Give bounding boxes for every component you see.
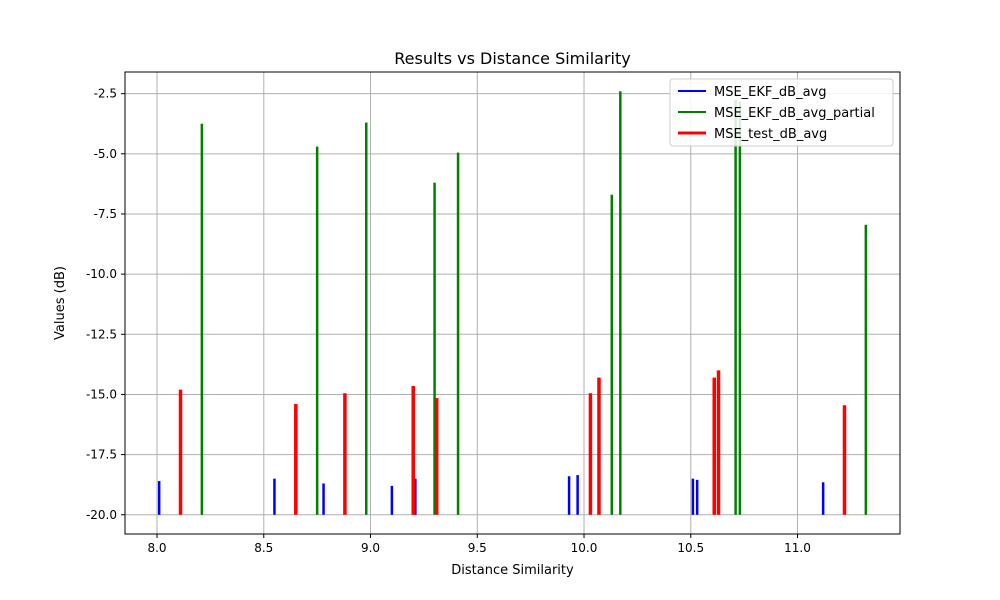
bar-mse-test-db-avg-0	[178, 389, 183, 515]
bar-mse-test-db-avg-5	[588, 393, 593, 515]
bar-mse-ekf-db-avg-partial-1	[315, 146, 319, 515]
bar-mse-ekf-db-avg-1	[273, 478, 276, 515]
bar-mse-ekf-db-avg-partial-3	[433, 182, 436, 515]
bar-mse-ekf-db-avg-partial-0	[200, 123, 204, 515]
legend-box	[669, 78, 894, 147]
bar-mse-ekf-db-avg-0	[157, 481, 161, 515]
legend: MSE_EKF_dB_avg MSE_EKF_dB_avg_partial MS…	[669, 78, 894, 147]
bar-mse-test-db-avg-1	[294, 404, 298, 515]
bar-mse-ekf-db-avg-partial-4	[456, 152, 460, 515]
plot-area	[125, 72, 900, 534]
y-tick-label: -7.5	[94, 207, 117, 221]
bar-mse-ekf-db-avg-partial-2	[365, 122, 368, 515]
bar-mse-test-db-avg-2	[343, 393, 347, 515]
y-tick-label: -2.5	[94, 87, 117, 101]
chart-title: Results vs Distance Similarity	[394, 49, 630, 68]
bar-mse-ekf-db-avg-partial-9	[864, 224, 868, 515]
bar-mse-test-db-avg-6	[597, 377, 601, 515]
legend-label-mse-test-db-avg: MSE_test_dB_avg	[714, 127, 827, 142]
bar-mse-ekf-db-avg-5	[567, 476, 571, 515]
x-tick-label: 10.0	[571, 541, 598, 555]
bar-mse-ekf-db-avg-3	[390, 485, 394, 515]
x-tick-label: 8.5	[254, 541, 273, 555]
y-tick-label: -20.0	[86, 508, 117, 522]
x-tick-label: 9.0	[361, 541, 380, 555]
bar-mse-ekf-db-avg-partial-5	[610, 194, 614, 515]
plot-frame	[124, 71, 901, 535]
y-tick-label: -5.0	[94, 147, 117, 161]
y-tick-label: -15.0	[86, 387, 117, 401]
bar-mse-ekf-db-avg-7	[691, 478, 695, 515]
bar-mse-ekf-db-avg-4	[414, 478, 417, 515]
bar-mse-test-db-avg-7	[712, 377, 717, 515]
bar-mse-ekf-db-avg-8	[695, 479, 699, 515]
legend-label-mse-ekf-db-avg-partial: MSE_EKF_dB_avg_partial	[714, 106, 875, 121]
bar-mse-test-db-avg-4	[434, 398, 439, 515]
bars	[157, 91, 868, 515]
bar-mse-test-db-avg-3	[411, 386, 415, 515]
legend-label-mse-ekf-db-avg: MSE_EKF_dB_avg	[714, 85, 826, 100]
x-tick-label: 8.0	[147, 541, 166, 555]
bar-mse-ekf-db-avg-2	[322, 483, 325, 515]
x-tick-label: 9.5	[468, 541, 487, 555]
bar-mse-ekf-db-avg-partial-6	[619, 91, 622, 515]
y-tick-label: -10.0	[86, 267, 117, 281]
bar-mse-ekf-db-avg-partial-8	[738, 102, 742, 515]
bar-mse-ekf-db-avg-partial-7	[734, 99, 737, 515]
x-tick-label: 10.5	[677, 541, 704, 555]
x-axis-label: Distance Similarity	[451, 563, 574, 578]
x-tick-label: 11.0	[784, 541, 811, 555]
bar-mse-test-db-avg-8	[716, 370, 721, 515]
y-tick-label: -12.5	[86, 327, 117, 341]
bar-mse-test-db-avg-9	[842, 405, 847, 515]
bar-mse-ekf-db-avg-9	[821, 482, 825, 515]
y-tick-label: -17.5	[86, 448, 117, 462]
ticks: 8.0 8.5 9.0 9.5 10.0 10.5 11.0 -20.0 -17.5 -15.0 -…	[86, 87, 811, 555]
grid	[125, 72, 900, 534]
y-axis-label: Values (dB)	[53, 266, 68, 340]
bar-mse-ekf-db-avg-6	[576, 475, 579, 515]
